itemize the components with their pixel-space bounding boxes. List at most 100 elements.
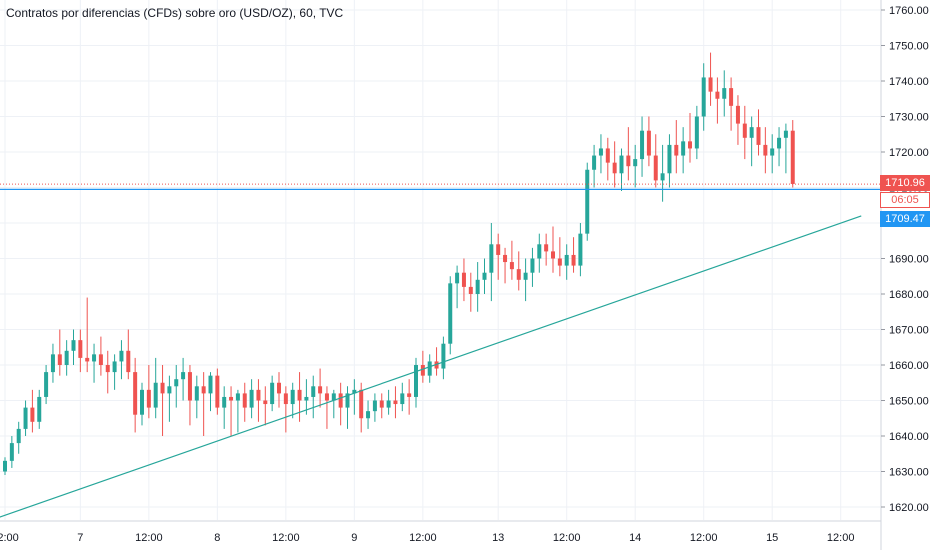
candle-body bbox=[448, 283, 453, 344]
candle bbox=[708, 52, 713, 106]
candle-body bbox=[345, 393, 350, 408]
candle bbox=[612, 141, 617, 188]
candle bbox=[311, 375, 316, 419]
candle-body bbox=[770, 148, 775, 156]
candle-body bbox=[153, 382, 158, 408]
candle bbox=[592, 144, 597, 188]
candle-body bbox=[208, 375, 213, 394]
candle bbox=[146, 365, 151, 419]
candle-body bbox=[359, 389, 364, 419]
candle-body bbox=[551, 251, 555, 259]
candle bbox=[140, 382, 144, 426]
candle-body bbox=[790, 130, 795, 184]
candle bbox=[701, 63, 706, 131]
candle bbox=[194, 375, 199, 419]
candle bbox=[256, 379, 261, 422]
candle-body bbox=[98, 354, 103, 365]
candle-body bbox=[708, 77, 713, 92]
time-tick-label: 12:00 bbox=[272, 532, 300, 544]
candle bbox=[756, 109, 761, 156]
candle bbox=[50, 343, 55, 383]
candle-body bbox=[660, 173, 665, 181]
price-tick-label: 1730.00 bbox=[889, 112, 929, 124]
candle-body bbox=[187, 372, 192, 401]
candle-body bbox=[379, 400, 384, 408]
candle bbox=[318, 368, 323, 408]
candle bbox=[783, 123, 788, 174]
candle bbox=[715, 77, 720, 124]
candle bbox=[16, 421, 21, 454]
candle bbox=[557, 237, 562, 277]
candle bbox=[297, 372, 302, 422]
candle-body bbox=[441, 343, 446, 369]
candle-body bbox=[537, 244, 542, 259]
candle bbox=[777, 127, 782, 167]
candle bbox=[653, 134, 658, 188]
candle bbox=[551, 226, 555, 273]
candle bbox=[393, 386, 398, 419]
time-axis[interactable]: 12:00 7 12:00 8 12:00 9 12:00 13 12:00 14 12:00 15 1… bbox=[0, 532, 854, 544]
candle bbox=[304, 379, 309, 415]
candle-body bbox=[557, 258, 562, 266]
candle bbox=[23, 400, 28, 436]
candle bbox=[571, 237, 576, 273]
candle-body bbox=[777, 137, 782, 149]
time-tick-label: 14 bbox=[629, 532, 641, 544]
candle bbox=[174, 365, 179, 408]
candle-body bbox=[105, 365, 110, 373]
candle bbox=[133, 357, 138, 433]
candle bbox=[427, 354, 432, 383]
candle bbox=[420, 350, 425, 383]
candle-body bbox=[119, 350, 124, 362]
candle bbox=[338, 382, 343, 426]
trendline bbox=[0, 215, 862, 518]
candle bbox=[386, 389, 391, 415]
candle bbox=[722, 70, 727, 117]
candle-body bbox=[455, 272, 460, 284]
candle bbox=[749, 116, 754, 167]
candle-body bbox=[146, 389, 151, 408]
candle-body bbox=[592, 155, 597, 170]
candle-body bbox=[722, 88, 727, 99]
candle-body bbox=[571, 254, 576, 266]
candle-body bbox=[783, 130, 788, 138]
candle-body bbox=[30, 407, 35, 422]
candle-body bbox=[331, 393, 336, 401]
candle-body bbox=[229, 396, 234, 401]
candle bbox=[242, 382, 247, 422]
candle-body bbox=[235, 393, 240, 401]
candle-body bbox=[619, 155, 624, 174]
candle-body bbox=[681, 141, 686, 156]
candle-body bbox=[688, 141, 692, 149]
chart-title: Contratos por diferencias (CFDs) sobre o… bbox=[6, 6, 344, 20]
candle bbox=[674, 120, 679, 174]
price-tick-label: 1750.00 bbox=[889, 41, 929, 53]
candle-body bbox=[318, 386, 323, 394]
candle-body bbox=[564, 254, 569, 266]
candle-body bbox=[64, 350, 69, 365]
candle-body bbox=[215, 375, 220, 408]
candle-body bbox=[92, 354, 97, 362]
candle-body bbox=[194, 386, 199, 401]
candle bbox=[688, 112, 692, 163]
candle bbox=[167, 375, 172, 422]
candle-body bbox=[181, 372, 186, 380]
candle-body bbox=[393, 400, 398, 405]
candle-body bbox=[201, 386, 206, 394]
price-axis[interactable]: 1620.00 1630.00 1640.00 1650.00 1660.00 1670.… bbox=[881, 5, 929, 514]
candle bbox=[105, 350, 110, 394]
candle bbox=[482, 258, 487, 294]
time-tick-label: 13 bbox=[492, 532, 504, 544]
candle bbox=[366, 400, 371, 429]
candle bbox=[222, 386, 227, 429]
candle bbox=[455, 265, 460, 309]
price-tick-label: 1620.00 bbox=[889, 502, 929, 514]
time-tick-label: 7 bbox=[77, 532, 83, 544]
candle bbox=[277, 372, 281, 408]
candle-body bbox=[509, 262, 514, 270]
candle-body bbox=[112, 361, 117, 373]
candle bbox=[331, 389, 336, 419]
candle-body bbox=[729, 88, 734, 106]
candle-body bbox=[366, 411, 371, 419]
